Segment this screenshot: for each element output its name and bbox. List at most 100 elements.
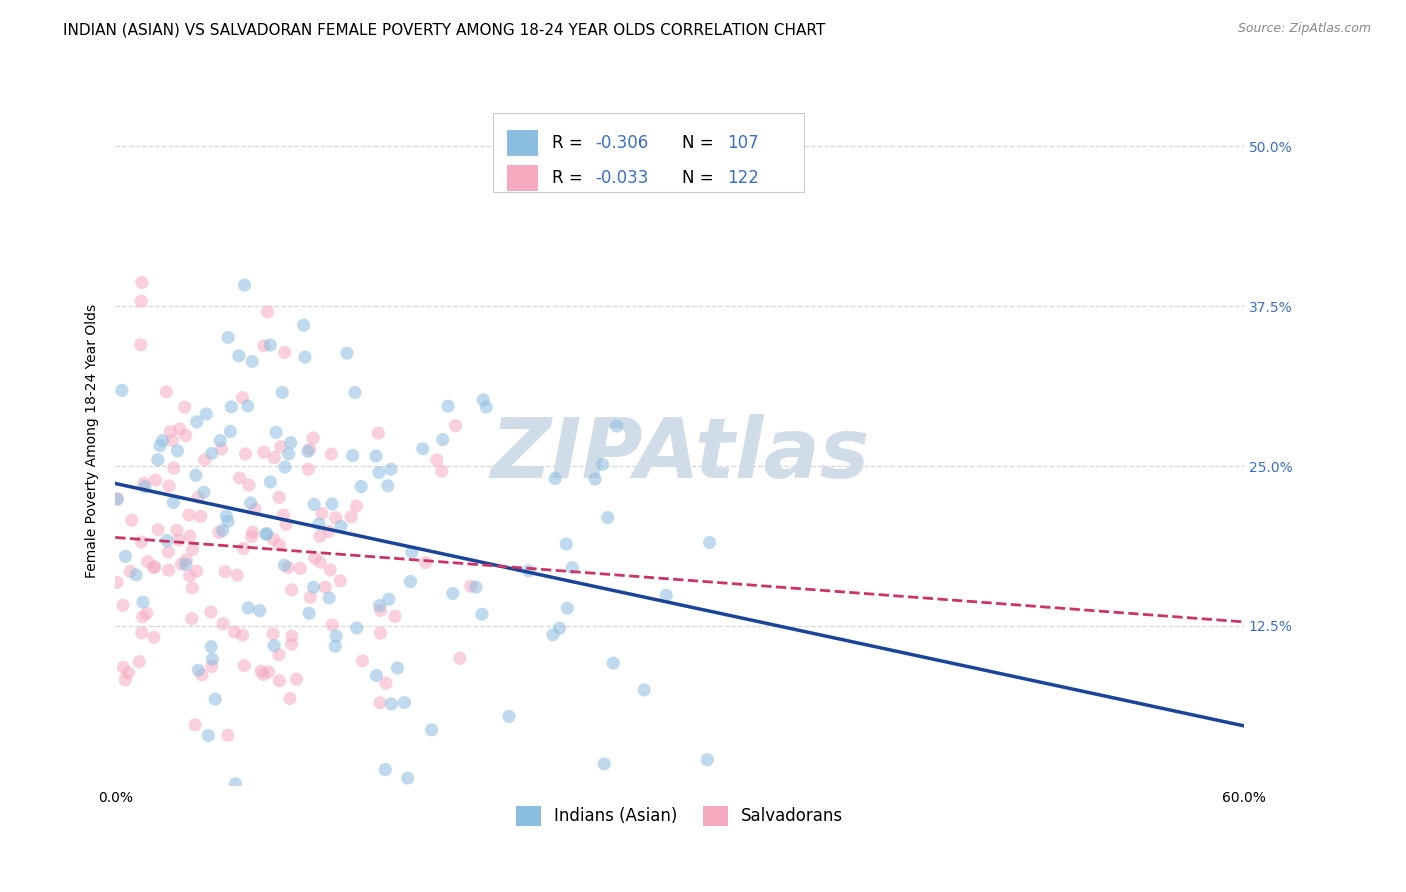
- Point: [166, 443, 188, 458]
- Point: [212, 616, 235, 631]
- Point: [177, 508, 200, 522]
- Point: [143, 559, 166, 574]
- Point: [195, 407, 218, 421]
- Point: [269, 673, 291, 688]
- Point: [298, 606, 321, 620]
- Point: [169, 422, 191, 436]
- Point: [176, 553, 198, 567]
- Point: [249, 604, 271, 618]
- Point: [201, 659, 224, 673]
- Point: [186, 564, 208, 578]
- Point: [299, 590, 322, 604]
- Point: [401, 545, 423, 559]
- Point: [197, 729, 219, 743]
- Point: [200, 640, 222, 654]
- Point: [321, 618, 343, 632]
- Point: [191, 667, 214, 681]
- Point: [242, 525, 264, 540]
- Point: [233, 278, 256, 293]
- Point: [281, 629, 304, 643]
- Point: [292, 318, 315, 333]
- Point: [472, 392, 495, 407]
- Point: [325, 629, 347, 643]
- Point: [233, 658, 256, 673]
- Point: [201, 446, 224, 460]
- Point: [370, 626, 392, 640]
- Point: [217, 330, 239, 344]
- Point: [297, 444, 319, 458]
- Text: Source: ZipAtlas.com: Source: ZipAtlas.com: [1237, 22, 1371, 36]
- Point: [170, 558, 193, 572]
- Point: [105, 575, 128, 590]
- Point: [187, 663, 209, 677]
- Point: [131, 535, 153, 549]
- Point: [235, 447, 257, 461]
- Point: [308, 516, 330, 531]
- Point: [325, 510, 347, 524]
- FancyBboxPatch shape: [508, 164, 538, 191]
- Text: ZIPAtlas: ZIPAtlas: [489, 414, 869, 495]
- Point: [136, 555, 159, 569]
- Y-axis label: Female Poverty Among 18-24 Year Olds: Female Poverty Among 18-24 Year Olds: [86, 303, 100, 578]
- Point: [129, 338, 152, 352]
- Point: [517, 564, 540, 578]
- Point: [319, 563, 342, 577]
- Point: [374, 763, 396, 777]
- Point: [593, 756, 616, 771]
- Point: [430, 464, 453, 478]
- Point: [194, 452, 217, 467]
- Point: [187, 490, 209, 504]
- Point: [380, 462, 402, 476]
- Point: [179, 529, 201, 543]
- Point: [184, 718, 207, 732]
- Point: [396, 771, 419, 785]
- Point: [311, 507, 333, 521]
- FancyBboxPatch shape: [494, 112, 804, 192]
- Point: [173, 400, 195, 414]
- Point: [135, 607, 157, 621]
- Point: [142, 630, 165, 644]
- Point: [297, 462, 319, 476]
- Point: [253, 339, 276, 353]
- Point: [105, 492, 128, 507]
- Point: [238, 601, 260, 615]
- Point: [263, 450, 285, 465]
- Point: [163, 461, 186, 475]
- Point: [111, 599, 134, 613]
- Point: [167, 533, 190, 547]
- Point: [131, 609, 153, 624]
- Point: [146, 452, 169, 467]
- Point: [159, 425, 181, 439]
- Point: [420, 723, 443, 737]
- Point: [460, 579, 482, 593]
- Point: [252, 667, 274, 681]
- Text: -0.306: -0.306: [595, 134, 648, 152]
- Point: [321, 497, 343, 511]
- Point: [131, 625, 153, 640]
- Point: [228, 349, 250, 363]
- Point: [340, 509, 363, 524]
- Point: [375, 676, 398, 690]
- Point: [498, 709, 520, 723]
- Point: [208, 525, 231, 540]
- Text: N =: N =: [682, 134, 718, 152]
- Point: [166, 523, 188, 537]
- Point: [399, 574, 422, 589]
- Point: [224, 624, 246, 639]
- Point: [209, 434, 232, 448]
- Point: [181, 542, 204, 557]
- Point: [329, 519, 352, 533]
- Point: [125, 567, 148, 582]
- Point: [129, 294, 152, 309]
- Point: [298, 442, 321, 457]
- Point: [226, 568, 249, 582]
- Point: [157, 479, 180, 493]
- Point: [437, 399, 460, 413]
- Point: [201, 652, 224, 666]
- Point: [174, 558, 197, 572]
- Point: [366, 668, 388, 682]
- Point: [350, 479, 373, 493]
- Point: [583, 472, 606, 486]
- Point: [548, 621, 571, 635]
- Point: [214, 565, 236, 579]
